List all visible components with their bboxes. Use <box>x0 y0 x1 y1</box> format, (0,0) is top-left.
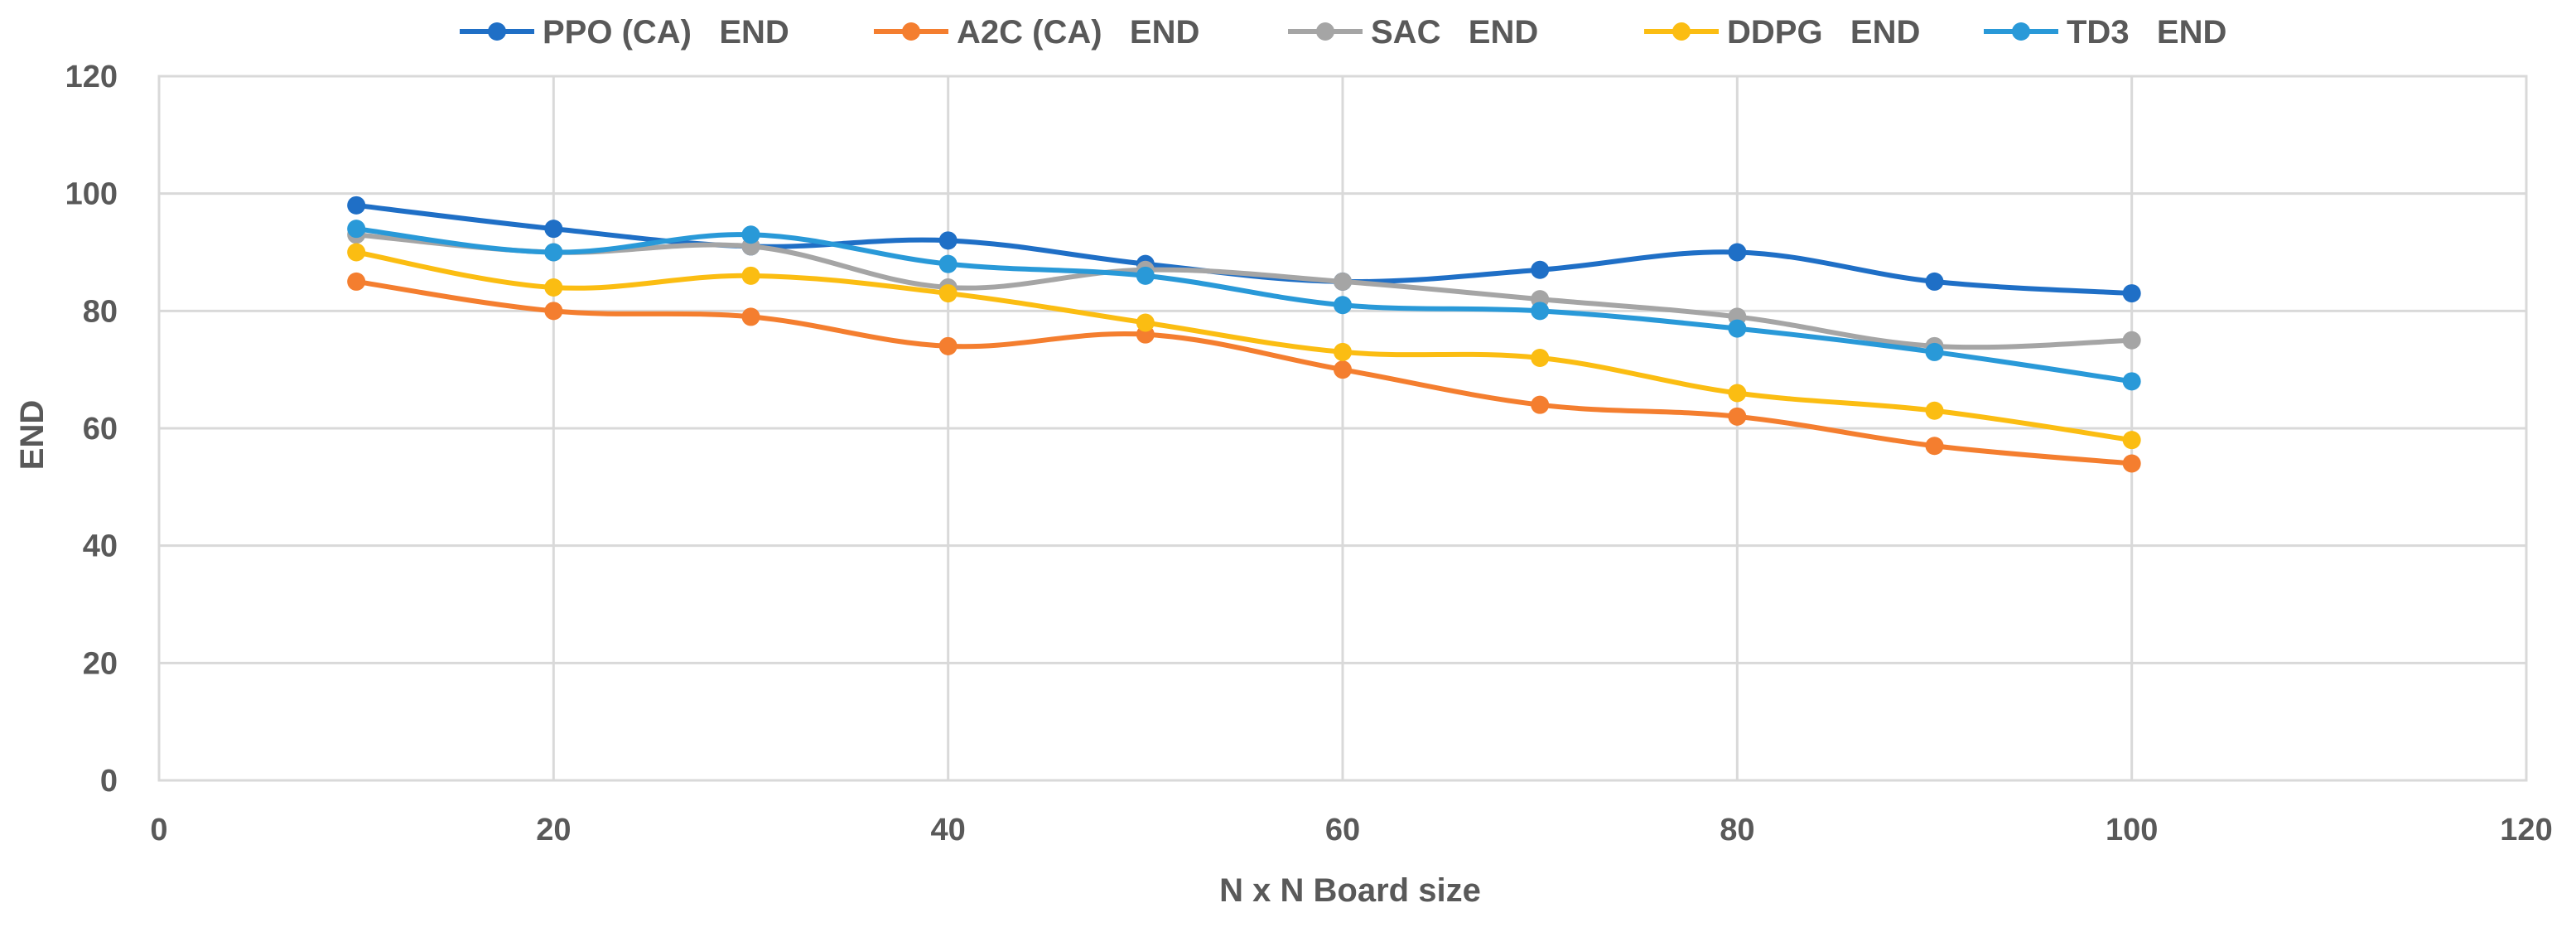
data-point <box>741 225 760 244</box>
data-point <box>741 307 760 326</box>
data-point <box>741 266 760 285</box>
y-tick-label: 120 <box>65 60 118 94</box>
y-tick-label: 20 <box>83 646 118 681</box>
data-point <box>1728 407 1747 426</box>
series-line <box>354 278 2135 466</box>
legend-entry: SAC END <box>1288 14 1538 51</box>
y-tick-label: 0 <box>100 764 118 799</box>
series-line <box>354 249 2135 443</box>
data-point <box>2122 284 2141 303</box>
data-point <box>1728 384 1747 403</box>
x-tick-label: 120 <box>2500 813 2552 847</box>
data-point <box>347 243 366 262</box>
y-tick-label: 80 <box>83 294 118 329</box>
x-axis-title: N x N Board size <box>1219 872 1481 909</box>
data-point <box>544 302 563 321</box>
legend-marker <box>2012 22 2030 41</box>
data-point <box>347 272 366 291</box>
data-point <box>1334 342 1352 361</box>
legend: PPO (CA) END A2C (CA) END SAC END DDPG END T… <box>460 14 2226 51</box>
data-point <box>1531 260 1550 279</box>
data-point <box>544 243 563 262</box>
legend-label: A2C (CA) END <box>957 14 1199 51</box>
data-point <box>1925 437 1944 456</box>
data-point <box>2122 372 2141 391</box>
series-4 <box>347 220 2141 391</box>
y-axis-title: END <box>14 400 51 470</box>
y-tick-label: 100 <box>65 177 118 212</box>
legend-entry: PPO (CA) END <box>460 14 789 51</box>
data-point <box>938 231 958 250</box>
data-point <box>347 220 366 239</box>
legend-marker <box>1672 22 1691 41</box>
series-lines <box>347 196 2141 473</box>
series-line <box>354 226 2135 384</box>
x-tick-label: 60 <box>1325 813 1360 847</box>
data-point <box>544 278 563 297</box>
series-1 <box>347 272 2141 473</box>
data-point <box>1531 395 1550 414</box>
data-point <box>544 220 563 239</box>
series-3 <box>347 243 2141 450</box>
x-tick-label: 100 <box>2106 813 2158 847</box>
legend-entry: A2C (CA) END <box>874 14 1199 51</box>
gridlines <box>157 75 2528 782</box>
legend-label: TD3 END <box>2067 14 2226 51</box>
data-point <box>1925 342 1944 361</box>
data-point <box>1531 349 1550 367</box>
data-point <box>1925 401 1944 420</box>
x-tick-label: 20 <box>536 813 571 847</box>
legend-marker <box>1316 22 1334 41</box>
data-point <box>1136 266 1155 285</box>
series-line <box>354 232 2135 350</box>
legend-entry: DDPG END <box>1644 14 1920 51</box>
legend-label: DDPG END <box>1727 14 1920 51</box>
legend-entry: TD3 END <box>1984 14 2226 51</box>
data-point <box>1728 243 1747 262</box>
data-point <box>1334 272 1352 291</box>
data-point <box>1925 272 1944 291</box>
y-tick-label: 40 <box>83 529 118 564</box>
x-tick-label: 80 <box>1720 813 1754 847</box>
data-point <box>1531 302 1550 321</box>
data-point <box>938 254 958 273</box>
data-point <box>938 284 958 303</box>
data-point <box>1334 360 1352 379</box>
data-point <box>1334 296 1352 315</box>
axes: 0 20 40 60 80 100 120 0 20 40 60 80 100 120 <box>65 60 2553 847</box>
x-tick-label: 0 <box>150 813 167 847</box>
data-point <box>347 196 366 215</box>
legend-label: PPO (CA) END <box>543 14 789 51</box>
data-point <box>1136 313 1155 332</box>
data-point <box>1728 319 1747 338</box>
legend-marker <box>902 22 920 41</box>
data-point <box>2122 454 2141 473</box>
legend-marker <box>488 22 506 41</box>
legend-label: SAC END <box>1371 14 1538 51</box>
data-point <box>2122 331 2141 350</box>
data-point <box>938 336 958 355</box>
y-tick-label: 60 <box>83 412 118 447</box>
x-tick-label: 40 <box>931 813 966 847</box>
data-point <box>2122 431 2141 450</box>
